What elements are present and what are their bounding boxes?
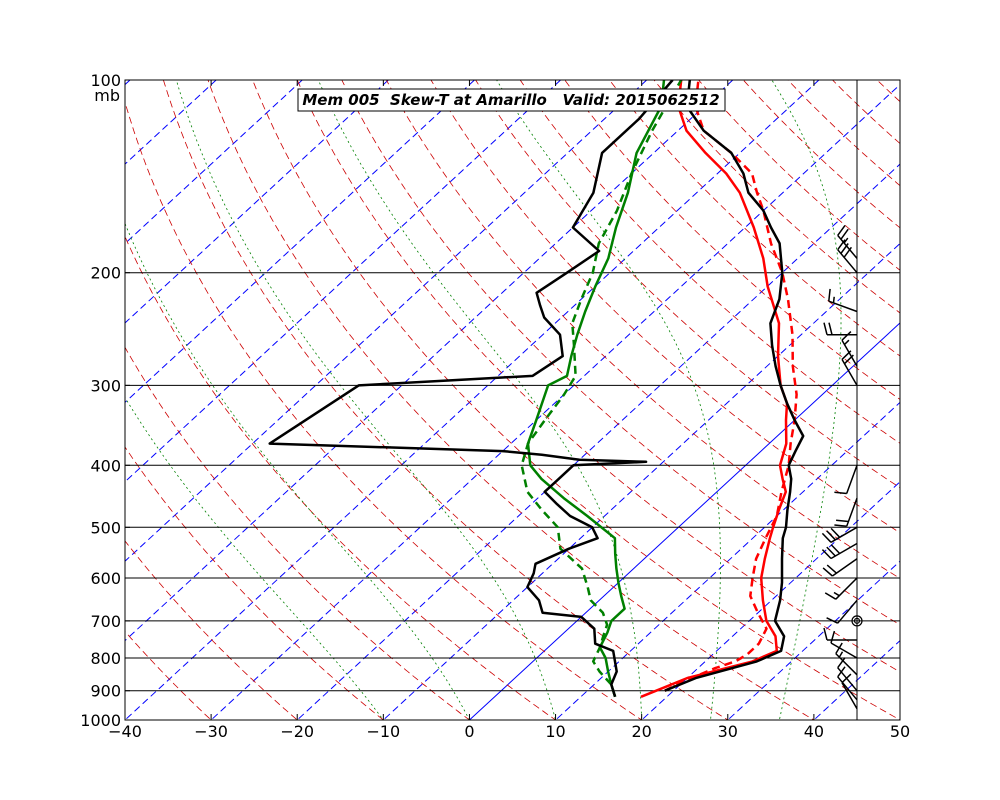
wind-barb — [830, 630, 858, 659]
x-tick-label: 40 — [804, 722, 824, 741]
dewpoint-solid-line-3 — [526, 80, 666, 698]
temperature-other-solid-line-2 — [664, 80, 805, 692]
temperature-solid-line-0 — [640, 80, 789, 698]
profile-series — [268, 80, 805, 698]
dry-adiabat-line — [207, 80, 815, 720]
wind-barb — [824, 577, 858, 600]
y-axis-unit: mb — [94, 86, 120, 105]
y-tick-label: 200 — [90, 264, 121, 283]
background-guides — [125, 80, 900, 720]
x-tick-label: 50 — [890, 722, 910, 741]
y-tick-label: 900 — [90, 682, 121, 701]
dry-adiabat-line — [125, 540, 298, 720]
isotherm-line — [125, 80, 390, 324]
dry-adiabat-line — [296, 80, 900, 673]
wind-barb — [837, 239, 858, 274]
isotherm-line — [210, 83, 900, 720]
dry-adiabat-line — [341, 80, 900, 626]
wind-barb — [821, 542, 858, 560]
moist-adiabat-line — [317, 80, 643, 720]
dry-adiabat-line — [125, 100, 643, 720]
temperature-dashed-line-1 — [664, 80, 798, 692]
dry-adiabat-line — [125, 346, 471, 720]
wind-barb — [834, 465, 858, 495]
wind-barb — [823, 322, 857, 336]
x-tick-label: 20 — [631, 722, 651, 741]
dry-adiabat-line — [564, 80, 900, 400]
dry-adiabat-line — [385, 80, 900, 579]
x-tick-label: −10 — [366, 722, 400, 741]
wind-barbs — [821, 224, 863, 710]
isotherm-line — [125, 80, 476, 404]
x-tick-label: −20 — [280, 722, 314, 741]
x-axis-ticks: −40 −30 −20 −10 0 10 20 30 40 50 — [108, 80, 910, 741]
dry-adiabat-line — [125, 630, 212, 720]
dewpoint-other-solid-line-5 — [268, 80, 674, 698]
x-tick-label: 10 — [545, 722, 565, 741]
y-tick-label: 700 — [90, 612, 121, 631]
wind-barb — [821, 526, 858, 543]
wind-barb — [823, 627, 857, 641]
y-tick-label: 300 — [90, 376, 121, 395]
moist-adiabat-line — [125, 222, 470, 720]
plot-area — [125, 80, 900, 720]
isotherm-line — [125, 80, 820, 720]
dry-adiabat-line — [125, 235, 557, 720]
y-tick-label: 100 — [90, 71, 121, 90]
y-tick-label: 400 — [90, 456, 121, 475]
isotherm-line — [296, 163, 900, 720]
wind-barb — [837, 224, 858, 259]
dry-adiabat-line — [162, 80, 729, 720]
x-tick-label: 0 — [464, 722, 474, 741]
isotherm-line — [125, 80, 734, 642]
y-tick-label: 600 — [90, 569, 121, 588]
x-tick-label: 30 — [718, 722, 738, 741]
plot-frame — [124, 79, 901, 721]
moist-adiabat-line — [496, 80, 721, 720]
x-tick-label: −30 — [194, 722, 228, 741]
isotherm-line — [125, 80, 304, 245]
chart-title: Mem 005 Skew-T at Amarillo Valid: 201506… — [297, 88, 726, 112]
y-axis-ticks: 100 200 300 400 500 600 700 800 900 1000 — [80, 71, 130, 730]
dry-adiabat-line — [519, 80, 900, 444]
wind-barb — [837, 657, 858, 692]
isotherm-line — [125, 80, 648, 562]
isobars — [125, 272, 900, 692]
x-tick-label: −40 — [108, 722, 142, 741]
wind-barb — [834, 497, 858, 527]
wind-barb — [822, 558, 858, 577]
y-tick-label: 1000 — [80, 711, 121, 730]
isotherm-zero-line — [468, 322, 900, 720]
dry-adiabat-line — [125, 446, 384, 720]
isotherm-line — [125, 80, 562, 483]
dry-adiabat-line — [475, 80, 900, 489]
wind-barb — [826, 599, 858, 624]
y-tick-label: 500 — [90, 518, 121, 537]
wind-barb — [828, 288, 858, 313]
moist-adiabat-line — [771, 80, 842, 720]
y-tick-label: 800 — [90, 649, 121, 668]
wind-barb-calm — [851, 615, 863, 627]
title-text: Mem 005 Skew-T at Amarillo Valid: 201506… — [302, 91, 719, 109]
title-box — [297, 88, 726, 112]
wind-barb — [841, 331, 858, 367]
wind-barb-calm-inner — [853, 617, 861, 624]
dewpoint-dashed-line-4 — [520, 80, 683, 698]
